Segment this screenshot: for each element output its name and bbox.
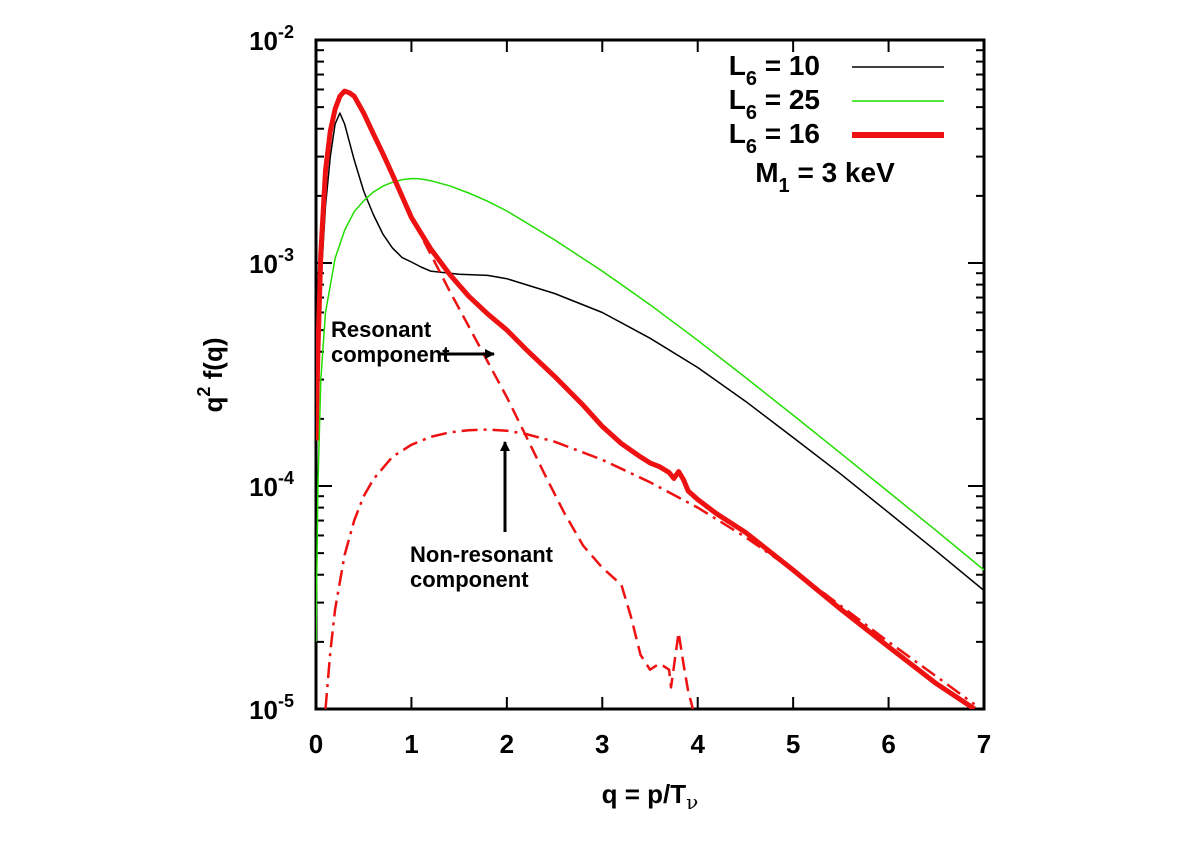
x-tick-label: 6 [881,729,895,759]
x-tick-labels: 0 1 2 3 4 5 6 7 [309,729,991,759]
annotation-resonant-line2: component [331,342,450,367]
y-tick-label: 10-5 [249,691,294,725]
y-tick-label: 10-3 [249,245,294,279]
y-tick-labels: 10-5 10-4 10-3 10-2 [249,22,294,725]
annotation-resonant-line1: Resonant [331,317,432,342]
x-tick-label: 0 [309,729,323,759]
legend-label-l6-10: L6 = 10 [729,50,820,90]
y-tick-label: 10-2 [249,22,294,56]
legend-label-l6-25: L6 = 25 [729,84,820,124]
x-tick-label: 4 [690,729,705,759]
series-line-l6-25 [316,177,984,642]
y-axis-title: q2 f(q) [194,338,228,413]
legend: L6 = 10 L6 = 25 L6 = 16 M1 = 3 keV [729,50,944,197]
legend-mass-label: M1 = 3 keV [755,157,895,197]
series-line-resonant-component [316,89,695,709]
x-tick-label: 7 [977,729,991,759]
annotation-non-resonant-line2: component [410,567,529,592]
series-line-non-resonant-component [324,428,976,709]
x-axis-title: q = p/Tν [602,779,699,814]
annotation-non-resonant-line1: Non-resonant [410,542,554,567]
x-tick-label: 5 [786,729,800,759]
annotation-resonant: Resonant component [331,317,495,367]
x-tick-label: 1 [404,729,418,759]
x-tick-label: 2 [500,729,514,759]
legend-label-l6-16: L6 = 16 [729,118,820,158]
series-lines [316,88,984,709]
plot-frame [314,38,986,711]
axis-ticks [316,39,984,710]
annotation-non-resonant: Non-resonant component [410,441,554,592]
series-line-l6-16 [316,88,976,709]
series-line-l6-10 [316,112,984,592]
x-tick-label: 3 [595,729,609,759]
y-tick-label: 10-4 [249,468,294,502]
